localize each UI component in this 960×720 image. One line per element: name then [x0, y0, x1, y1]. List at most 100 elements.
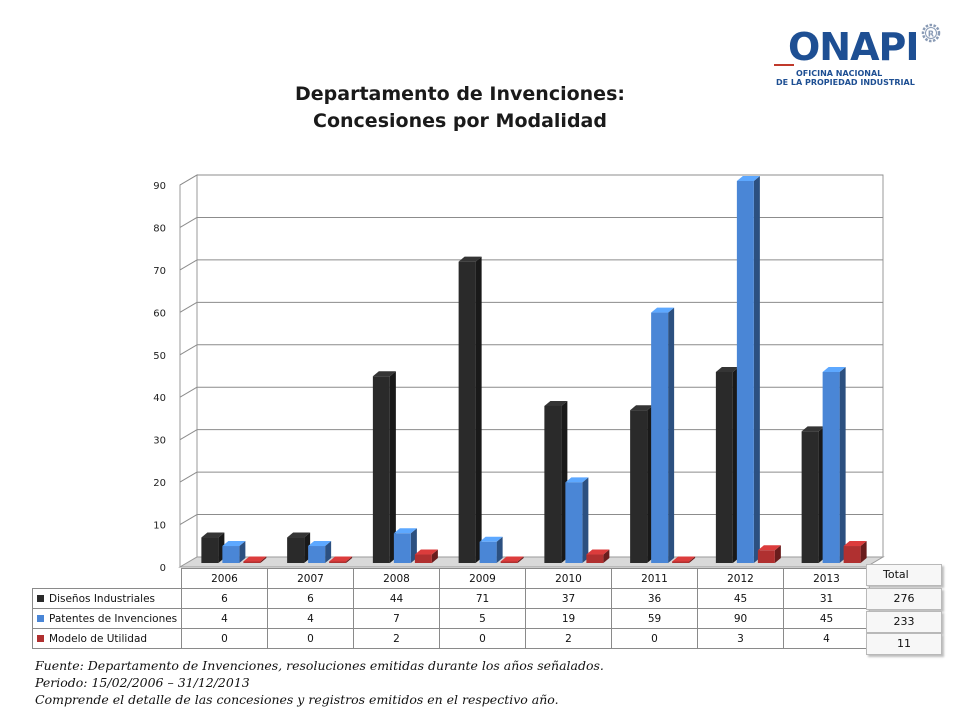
bar-front — [630, 410, 648, 563]
chart-title-line1: Departamento de Invenciones: — [295, 83, 625, 105]
bar-dise-os-industriales-2012 — [715, 367, 739, 563]
gridline-side — [179, 174, 198, 186]
logo-wordmark: ONAPI — [788, 25, 920, 69]
table-row-modelo: Modelo de Utilidad 0 0 2 0 2 0 3 4 — [32, 628, 870, 649]
y-tick-label: 60 — [153, 308, 166, 319]
bar-top — [757, 545, 781, 551]
year-header: 2007 — [267, 568, 354, 589]
table-cell: 6 — [267, 588, 354, 609]
bar-patentes-de-invenciones-2010 — [565, 477, 589, 563]
footnote-scope: Comprende el detalle de las concesiones … — [35, 692, 559, 707]
bar-top — [414, 549, 438, 555]
legend-label: Modelo de Utilidad — [49, 632, 148, 645]
table-cell: 45 — [783, 608, 870, 629]
bar-front — [414, 554, 432, 563]
y-tick-label: 90 — [153, 181, 166, 192]
bar-side — [774, 545, 781, 563]
bar-front — [393, 533, 411, 563]
footnotes: Fuente: Departamento de Invenciones, res… — [35, 657, 604, 708]
table-cell: 31 — [783, 588, 870, 609]
bar-front — [308, 546, 326, 563]
year-header: 2009 — [439, 568, 526, 589]
bar-side — [325, 541, 332, 563]
y-tick-label: 30 — [153, 436, 166, 447]
table-cell: 59 — [611, 608, 698, 629]
y-tick-label: 20 — [153, 478, 166, 489]
table-cell: 0 — [181, 628, 268, 649]
table-cell: 19 — [525, 608, 612, 629]
bar-modelo-de-utilidad-2011 — [672, 556, 696, 563]
bar-modelo-de-utilidad-2013 — [843, 541, 867, 563]
bar-front — [843, 546, 861, 563]
bar-front — [801, 431, 819, 563]
bar-patentes-de-invenciones-2008 — [393, 528, 417, 563]
gridline-side — [179, 301, 198, 313]
year-header: 2008 — [353, 568, 440, 589]
year-header: 2011 — [611, 568, 698, 589]
bars — [201, 176, 867, 563]
year-header: 2010 — [525, 568, 612, 589]
bar-side — [496, 536, 503, 563]
bar-front — [672, 561, 690, 563]
bar-side — [260, 556, 267, 563]
legend-key-patentes — [37, 614, 44, 622]
bar-dise-os-industriales-2011 — [630, 405, 654, 563]
bar-top — [801, 426, 825, 432]
table-cell: 45 — [697, 588, 784, 609]
bar-top — [500, 556, 524, 562]
bar-side — [346, 556, 353, 563]
bar-side — [753, 176, 760, 563]
bar-front — [500, 561, 518, 563]
chart-title-line2: Concesiones por Modalidad — [313, 110, 607, 132]
gridline-side — [179, 514, 198, 525]
y-tick-label: 50 — [153, 351, 166, 362]
bar-front — [757, 550, 775, 563]
bar-dise-os-industriales-2013 — [801, 426, 825, 563]
bar-top — [243, 556, 267, 562]
bar-top — [843, 541, 867, 547]
bar-side — [389, 371, 396, 563]
bar-patentes-de-invenciones-2007 — [308, 541, 332, 563]
table-cell: 0 — [611, 628, 698, 649]
bar-top — [736, 176, 760, 181]
y-tick-label: 80 — [153, 223, 166, 234]
year-header: 2012 — [697, 568, 784, 589]
gear-icon: R — [921, 23, 941, 43]
legend-key-modelo — [37, 634, 44, 642]
table-cell: 2 — [525, 628, 612, 649]
gridline-side — [179, 344, 198, 356]
bar-top — [586, 549, 610, 555]
bar-modelo-de-utilidad-2007 — [329, 556, 353, 563]
bar-top — [544, 400, 568, 406]
table-cell: 3 — [697, 628, 784, 649]
table-cell: 71 — [439, 588, 526, 609]
bar-top — [308, 541, 332, 547]
bar-front — [243, 561, 261, 563]
year-header: 2006 — [181, 568, 268, 589]
gridline-side — [179, 217, 198, 228]
legend-entry-disenos: Diseños Industriales — [32, 588, 182, 609]
bar-top — [479, 536, 503, 542]
bar-front — [479, 541, 497, 563]
chart-title: Departamento de Invenciones: Concesiones… — [200, 81, 720, 135]
bar-side — [431, 549, 438, 563]
table-cell: 90 — [697, 608, 784, 629]
footnote-source: Fuente: Departamento de Invenciones, res… — [35, 658, 604, 673]
logo-subtitle-line2: DE LA PROPIEDAD INDUSTRIAL — [776, 78, 915, 87]
footnote-period: Periodo: 15/02/2006 – 31/12/2013 — [35, 675, 250, 690]
table-cell: 2 — [353, 628, 440, 649]
table-cell: 0 — [439, 628, 526, 649]
bar-front — [222, 546, 240, 563]
table-cell: 5 — [439, 608, 526, 629]
bar-front — [736, 181, 754, 563]
bar-front — [287, 537, 305, 563]
bar-front — [586, 554, 604, 563]
bar-patentes-de-invenciones-2009 — [479, 536, 503, 563]
bar-modelo-de-utilidad-2012 — [757, 545, 781, 563]
bar-front — [544, 405, 562, 563]
bar-top — [201, 532, 225, 538]
y-axis-ticks: 0 10 20 30 40 50 60 70 80 90 — [153, 181, 166, 574]
table-cell: 4 — [783, 628, 870, 649]
bar-top — [329, 556, 353, 562]
table-row-patentes: Patentes de Invenciones 4 4 7 5 19 59 90… — [32, 608, 870, 629]
